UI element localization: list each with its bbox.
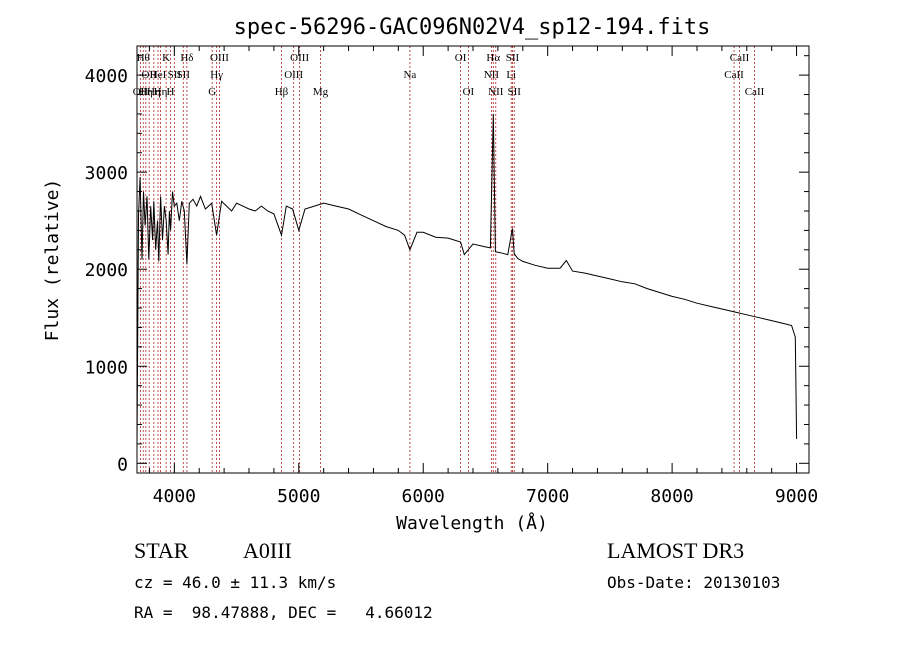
x-tick-label: 6000 [402,486,445,507]
x-tick-label: 7000 [526,486,569,507]
line-label-8: H [166,86,174,98]
line-label-3: OII [142,69,158,81]
ra-dec: RA = 98.47888, DEC = 4.66012 [134,603,433,622]
line-label-29: CaII [730,52,750,64]
y-axis-ticks: 0 1000 2000 3000 4000 [85,55,809,475]
line-label-4: Hη [147,86,161,98]
spectral-class: A0III [243,538,292,563]
line-label-14: OIII [210,52,229,64]
line-label-21: OI [463,86,475,98]
redshift-velocity: cz = 46.0 ± 11.3 km/s [134,573,337,592]
x-axis-label: Wavelength (Å) [396,512,548,534]
line-label-16: OIII [284,69,303,81]
line-label-24: NII [488,86,504,98]
spectral-line-markers [139,46,755,473]
y-tick-label: 4000 [85,66,128,87]
line-label-10: SII [177,69,191,81]
y-tick-label: 2000 [85,260,128,281]
line-label-15: Hβ [275,86,289,98]
object-type: STAR [134,538,189,563]
spectral-line-labels: OIIHθHηOIIHηHeIHηKHSIISIIHδGHγOIIIHβOIII… [133,52,765,98]
x-tick-label: 9000 [775,486,818,507]
chart-title: spec-56296-GAC096N02V4_sp12-194.fits [234,15,711,40]
line-label-9: SII [168,69,182,81]
y-axis-label: Flux (relative) [42,179,63,342]
line-label-5: HeI [150,69,167,81]
x-tick-label: 4000 [153,486,196,507]
line-label-7: K [162,52,170,64]
plot-frame [136,45,810,474]
line-label-1: Hθ [137,52,150,64]
line-label-13: Hγ [210,69,223,81]
observation-date: Obs-Date: 20130103 [607,573,781,592]
line-label-26: SII [506,52,520,64]
line-label-17: OIII [290,52,309,64]
y-tick-label: 1000 [85,357,128,378]
line-label-22: NII [484,69,500,81]
y-tick-label: 0 [117,454,128,475]
x-axis-ticks: 4000 5000 6000 7000 8000 9000 [148,46,818,507]
line-label-30: CaII [745,86,765,98]
line-label-23: Hα [486,52,500,64]
x-tick-label: 8000 [650,486,693,507]
survey-name: LAMOST DR3 [607,538,745,563]
line-label-18: Mg [313,86,329,98]
spectrum-series-line [136,113,798,444]
x-tick-label: 5000 [277,486,320,507]
y-tick-label: 3000 [85,163,128,184]
line-label-2: Hη [139,86,153,98]
line-label-20: OI [455,52,467,64]
line-label-28: CaII [724,69,744,81]
line-label-6: Hη [154,86,168,98]
line-label-25: Li [506,69,516,81]
line-label-12: G [208,86,216,98]
line-label-11: Hδ [180,52,193,64]
line-label-19: Na [403,69,416,81]
line-label-27: SII [507,86,521,98]
